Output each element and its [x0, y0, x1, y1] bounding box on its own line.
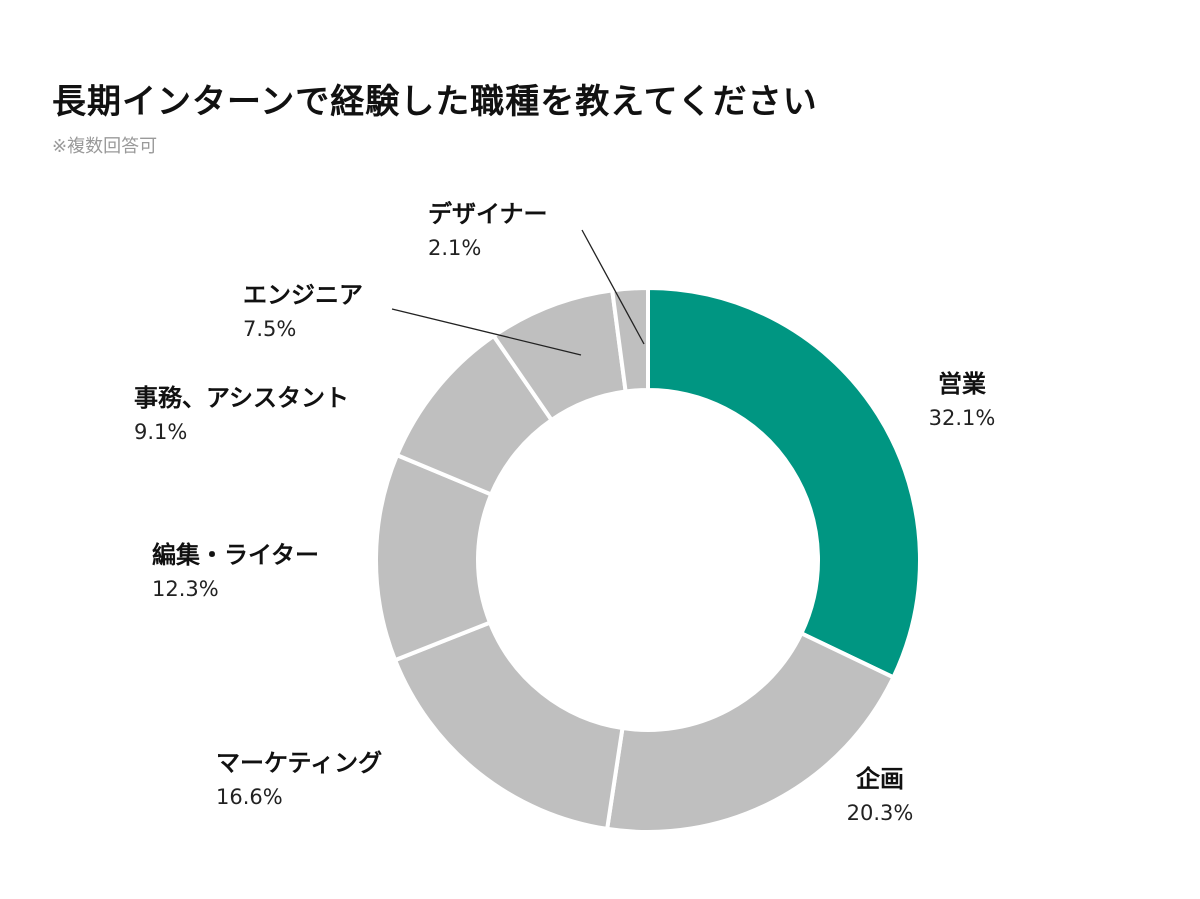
label-name-slice-3: マーケティング: [216, 749, 382, 777]
label-value-slice-3: 16.6%: [216, 785, 283, 809]
chart-subtitle: ※複数回答可: [52, 136, 158, 157]
slice-labels: 営業 32.1% 企画 20.3% マーケティング 16.6% 編集・ライター 12.3% 事務…: [134, 200, 995, 825]
donut-slice-2: [605, 631, 896, 834]
label-name-slice-1: 営業: [938, 370, 986, 398]
donut-slice-7: [610, 286, 650, 394]
label-value-slice-4: 12.3%: [152, 577, 219, 601]
label-value-slice-5: 9.1%: [134, 420, 187, 444]
donut-slices: [374, 286, 922, 834]
label-value-slice-7: 2.1%: [428, 236, 481, 260]
chart-title: 長期インターンで経験した職種を教えてください: [52, 82, 818, 122]
label-name-slice-5: 事務、アシスタント: [134, 384, 349, 412]
label-value-slice-1: 32.1%: [929, 406, 996, 430]
label-name-slice-6: エンジニア: [243, 281, 363, 309]
label-value-slice-2: 20.3%: [847, 801, 914, 825]
leader-lines: [391, 229, 645, 356]
donut-slice-3: [393, 620, 625, 831]
leader-line-slice-6: [391, 308, 582, 356]
label-name-slice-4: 編集・ライター: [152, 541, 319, 569]
leader-line-slice-7: [581, 229, 645, 345]
label-name-slice-7: デザイナー: [428, 200, 548, 228]
label-name-slice-2: 企画: [856, 765, 904, 793]
label-value-slice-6: 7.5%: [243, 317, 296, 341]
donut-slice-1: [646, 286, 922, 680]
